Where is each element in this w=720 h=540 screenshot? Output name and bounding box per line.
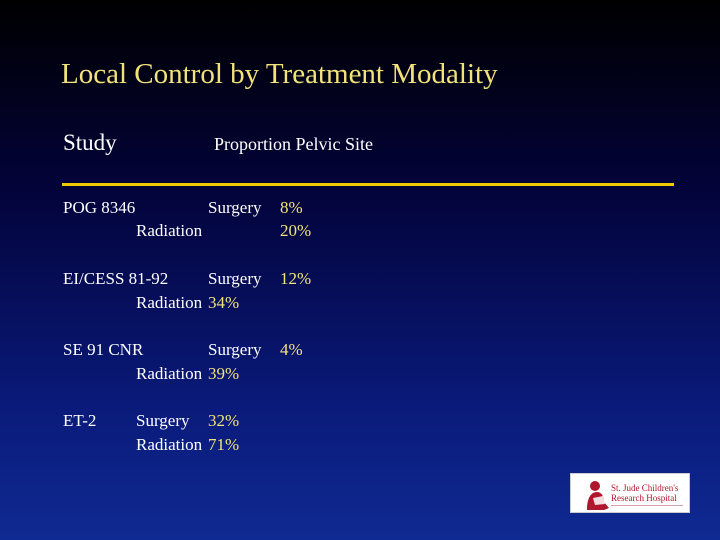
surgery-label: Surgery — [136, 411, 190, 430]
surgery-value: 12% — [280, 269, 312, 288]
radiation-label: Radiation — [136, 364, 203, 383]
header-divider — [62, 183, 674, 186]
radiation-label: Radiation — [136, 221, 203, 240]
slide-title: Local Control by Treatment Modality — [61, 58, 498, 90]
logo-line-2: Research Hospital — [611, 493, 677, 503]
st-jude-logo: St. Jude Children's Research Hospital — [570, 473, 690, 513]
radiation-label: Radiation — [136, 293, 203, 312]
surgery-label: Surgery — [208, 198, 262, 217]
proportion-column-header: Proportion Pelvic Site — [214, 134, 373, 154]
study-column-header: Study — [63, 130, 117, 155]
child-reading-silhouette-icon: St. Jude Children's Research Hospital — [587, 481, 683, 510]
logo-line-1: St. Jude Children's — [611, 483, 679, 493]
study-name: EI/CESS 81-92 — [63, 269, 169, 288]
radiation-label: Radiation — [136, 435, 203, 454]
study-name: ET-2 — [63, 411, 97, 430]
surgery-value: 32% — [208, 411, 240, 430]
radiation-value: 71% — [208, 435, 240, 454]
radiation-value: 20% — [280, 221, 312, 240]
study-name: SE 91 CNR — [63, 340, 144, 359]
study-name: POG 8346 — [63, 198, 136, 217]
surgery-value: 4% — [280, 340, 303, 359]
radiation-value: 39% — [208, 364, 240, 383]
surgery-label: Surgery — [208, 269, 262, 288]
radiation-value: 34% — [208, 293, 240, 312]
surgery-value: 8% — [280, 198, 303, 217]
surgery-label: Surgery — [208, 340, 262, 359]
